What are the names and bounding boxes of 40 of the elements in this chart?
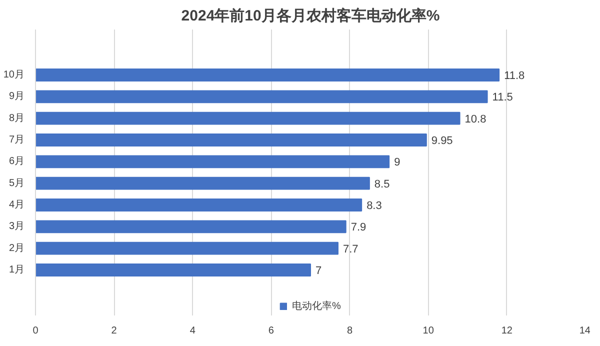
- x-tick-label: 12: [501, 326, 513, 336]
- x-tick-label: 14: [579, 326, 591, 336]
- data-label: 9.95: [431, 135, 453, 147]
- chart-title: 2024年前10月各月农村客车电动化率%: [181, 6, 440, 24]
- y-tick-label: 5月: [8, 178, 24, 189]
- data-label: 7: [316, 265, 322, 277]
- x-tick-label: 8: [347, 326, 354, 336]
- y-tick-label: 9月: [8, 91, 24, 102]
- data-label: 8.3: [366, 200, 382, 212]
- y-tick-label: 2月: [8, 242, 24, 254]
- y-tick-label: 10月: [3, 70, 24, 80]
- bar: [36, 264, 311, 276]
- y-tick-label: 8月: [8, 112, 24, 124]
- bar: [36, 68, 500, 82]
- bar: [36, 198, 362, 212]
- bar: [36, 220, 346, 234]
- bar: [36, 112, 460, 125]
- x-tick-label: 0: [32, 326, 39, 336]
- data-label: 9: [394, 156, 400, 169]
- data-label: 8.5: [374, 178, 390, 190]
- data-label: 7.7: [343, 243, 358, 256]
- y-tick-label: 3月: [8, 221, 24, 232]
- x-tick-label: 10: [422, 326, 434, 336]
- bar: [36, 242, 338, 255]
- y-tick-label: 1月: [8, 264, 24, 276]
- x-tick-label: 4: [190, 326, 196, 336]
- bar: [36, 176, 370, 190]
- y-tick-label: 4月: [8, 200, 24, 210]
- bar: [36, 90, 488, 104]
- x-tick-label: 6: [268, 326, 274, 336]
- data-label: 10.8: [464, 113, 486, 126]
- data-label: 11.5: [492, 92, 513, 104]
- y-tick-label: 7月: [8, 134, 24, 146]
- bar: [36, 155, 390, 168]
- data-label: 7.9: [350, 222, 366, 234]
- x-tick-label: 2: [111, 326, 118, 336]
- y-tick-label: 6月: [8, 156, 24, 168]
- legend-label: 电动化率%: [292, 300, 341, 313]
- bar: [36, 134, 427, 146]
- data-label: 11.8: [504, 70, 525, 82]
